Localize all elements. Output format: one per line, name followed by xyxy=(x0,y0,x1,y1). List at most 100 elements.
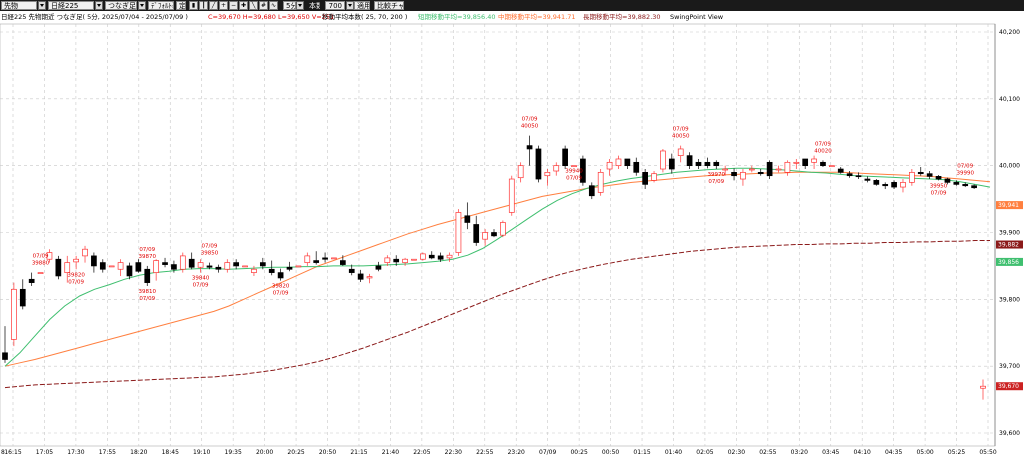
candle-body xyxy=(73,258,79,263)
x-axis-tick-label: 22:05 xyxy=(413,449,430,456)
candle-body xyxy=(553,165,560,172)
swing-point-date: 07/09 xyxy=(139,247,155,253)
price-tag-box xyxy=(996,240,1023,249)
swing-point-date: 39970 xyxy=(708,172,726,178)
chart-type-bar-icon[interactable]: ┃ xyxy=(199,1,208,10)
x-axis-tick-label: 05:00 xyxy=(916,449,933,456)
swing-point-date: 39820 xyxy=(272,284,290,290)
chart-type-candle-icon[interactable]: ▮ xyxy=(189,1,198,10)
candle-body xyxy=(64,262,71,273)
x-axis-tick-label: 00:25 xyxy=(570,449,587,456)
zoom-in-icon[interactable]: + xyxy=(219,1,228,10)
candle-body xyxy=(286,266,293,270)
x-axis-tick-label: 18:20 xyxy=(130,449,147,456)
candles-count-label: 本数 xyxy=(306,1,321,10)
candle-body xyxy=(873,180,880,185)
interval-select[interactable]: 5分 xyxy=(283,1,296,10)
price-tag-box xyxy=(996,382,1023,391)
candle-body xyxy=(917,172,924,175)
x-axis-tick-label: 22:30 xyxy=(445,449,462,456)
apply-button[interactable]: 適用 xyxy=(354,1,370,10)
plot-area xyxy=(0,23,996,447)
toolbar: 先物 日経225 つなぎ足 ﾃﾞﾌｫﾙﾄ表示 定 ▮ ┃ ╱ + − ✚ ╲ #… xyxy=(0,0,1024,11)
candle-body xyxy=(411,258,417,261)
symbol-select[interactable]: 先物 xyxy=(1,1,37,10)
candle-body xyxy=(91,255,97,267)
price-tag-label: 39,882 xyxy=(998,242,1019,249)
chart-info-bar: 日経225 先物期近 つなぎ足( 5分, 2025/07/04 - 2025/0… xyxy=(0,11,1024,23)
instrument-select[interactable]: 日経225 xyxy=(48,1,94,10)
x-axis-tick-label: 17:55 xyxy=(99,449,116,456)
candle-body xyxy=(615,158,622,167)
candle-body xyxy=(660,150,666,170)
candle-body xyxy=(864,178,871,181)
swing-point-date: 39820 xyxy=(67,272,85,278)
candle-body xyxy=(944,178,951,183)
y-axis-tick-label: 39,800 xyxy=(999,296,1020,303)
candle-body xyxy=(215,266,222,270)
candle-body xyxy=(82,248,88,257)
candle-body xyxy=(855,175,862,178)
grid-toggle-icon[interactable]: # xyxy=(259,1,268,10)
y-axis-tick-label: 39,700 xyxy=(999,363,1020,370)
zoom-out-icon[interactable]: − xyxy=(229,1,238,10)
instrument-label: 日経225 xyxy=(51,2,79,10)
candle-body xyxy=(437,255,444,260)
candle-body xyxy=(348,268,355,273)
candle-body xyxy=(28,278,35,283)
candle-body xyxy=(108,265,115,268)
candle-body xyxy=(19,288,26,307)
symbol-dropdown-icon[interactable] xyxy=(38,1,46,10)
candle-body xyxy=(562,148,568,167)
candle-body xyxy=(597,172,604,193)
x-axis-tick-label: 05:25 xyxy=(948,449,965,456)
candle-body xyxy=(695,161,702,167)
candle-body xyxy=(55,258,62,277)
candle-body xyxy=(242,265,248,268)
chart-type-line-icon[interactable]: ╱ xyxy=(209,1,218,10)
candles-count-dropdown-icon[interactable] xyxy=(346,1,354,10)
instrument-dropdown-icon[interactable] xyxy=(95,1,103,10)
candle-body xyxy=(357,273,364,280)
x-axis-tick-label: 00:50 xyxy=(602,449,619,456)
candle-body xyxy=(144,268,151,283)
swing-point-price: 07/09 xyxy=(273,291,289,297)
interval-label: 5分 xyxy=(286,2,295,10)
candle-body xyxy=(206,265,213,268)
candles-count-value: 700 xyxy=(328,2,342,10)
swingpoint-view-label[interactable]: SwingPoint View xyxy=(670,13,724,21)
interval-dropdown-icon[interactable] xyxy=(296,1,304,10)
candle-body xyxy=(766,161,773,177)
mode-dropdown-icon[interactable] xyxy=(138,1,146,10)
candle-body xyxy=(713,161,720,167)
swing-point-date: 07/09 xyxy=(957,163,973,169)
candle-body xyxy=(971,185,977,189)
candle-body xyxy=(837,168,844,173)
apply-label: 適用 xyxy=(357,2,370,10)
x-axis-tick-label: 02:05 xyxy=(696,449,713,456)
candles-count-input[interactable]: 700 xyxy=(325,1,345,10)
default-view-button[interactable]: ﾃﾞﾌｫﾙﾄ表示 xyxy=(148,1,174,10)
draw-line-icon[interactable]: ╲ xyxy=(249,1,258,10)
ma-mid-line xyxy=(4,171,991,367)
x-axis-tick-label: 21:40 xyxy=(382,449,399,456)
candle-body xyxy=(393,258,400,263)
swing-point-date: 07/09 xyxy=(522,117,538,123)
crosshair-icon[interactable]: ✚ xyxy=(239,1,248,10)
candle-body xyxy=(126,265,133,277)
swing-point-date: 39810 xyxy=(139,289,157,295)
trend-icon[interactable]: ∿ xyxy=(269,1,278,10)
candle-body xyxy=(891,182,897,188)
candle-body xyxy=(526,145,533,150)
mode-select[interactable]: つなぎ足 xyxy=(105,1,137,10)
settings-label: 定 xyxy=(179,2,186,10)
settings-button[interactable]: 定 xyxy=(176,1,186,10)
candle-body xyxy=(37,272,44,274)
candle-body xyxy=(517,165,524,179)
candle-body xyxy=(633,161,640,173)
compare-chart-button[interactable]: 比較チャート xyxy=(374,1,404,10)
x-axis-tick-label: 03:20 xyxy=(791,449,808,456)
ma-long-value: 長期移動平均=39,882.30 xyxy=(583,13,661,21)
x-axis-tick-label: 20:00 xyxy=(256,449,273,456)
